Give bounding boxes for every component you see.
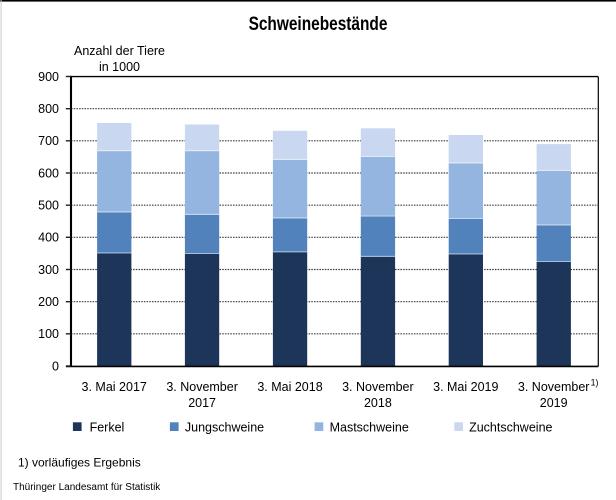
svg-text:800: 800 bbox=[38, 102, 59, 116]
svg-text:3. November: 3. November bbox=[518, 380, 590, 394]
svg-text:Anzahl der Tiere: Anzahl der Tiere bbox=[74, 44, 165, 58]
svg-text:200: 200 bbox=[38, 295, 59, 309]
svg-text:2019: 2019 bbox=[540, 396, 568, 410]
svg-text:0: 0 bbox=[52, 359, 59, 373]
svg-text:3. Mai 2019: 3. Mai 2019 bbox=[433, 380, 498, 394]
svg-text:700: 700 bbox=[38, 134, 59, 148]
svg-text:Thüringer Landesamt für Statis: Thüringer Landesamt für Statistik bbox=[13, 482, 161, 493]
svg-text:Jungschweine: Jungschweine bbox=[185, 420, 264, 434]
svg-text:2017: 2017 bbox=[188, 396, 216, 410]
svg-text:Zuchtschweine: Zuchtschweine bbox=[469, 420, 552, 434]
svg-text:3. November: 3. November bbox=[166, 380, 238, 394]
svg-text:3. November: 3. November bbox=[342, 380, 414, 394]
svg-text:900: 900 bbox=[38, 70, 59, 84]
svg-text:Schweinebestände: Schweinebestände bbox=[249, 12, 388, 34]
svg-text:3. Mai 2018: 3. Mai 2018 bbox=[257, 380, 322, 394]
svg-text:1) vorläufiges Ergebnis: 1) vorläufiges Ergebnis bbox=[18, 456, 141, 470]
svg-text:300: 300 bbox=[38, 263, 59, 277]
svg-text:2018: 2018 bbox=[364, 396, 392, 410]
svg-text:Mastschweine: Mastschweine bbox=[330, 420, 409, 434]
svg-text:600: 600 bbox=[38, 166, 59, 180]
svg-text:400: 400 bbox=[38, 231, 59, 245]
svg-text:500: 500 bbox=[38, 199, 59, 213]
svg-text:1): 1) bbox=[591, 378, 599, 388]
svg-text:3. Mai 2017: 3. Mai 2017 bbox=[82, 380, 147, 394]
svg-text:Ferkel: Ferkel bbox=[90, 420, 125, 434]
svg-text:in 1000: in 1000 bbox=[99, 60, 140, 74]
svg-text:100: 100 bbox=[38, 327, 59, 341]
